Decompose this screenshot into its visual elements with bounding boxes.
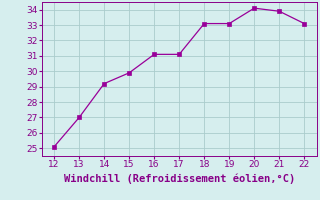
X-axis label: Windchill (Refroidissement éolien,°C): Windchill (Refroidissement éolien,°C)	[64, 173, 295, 184]
